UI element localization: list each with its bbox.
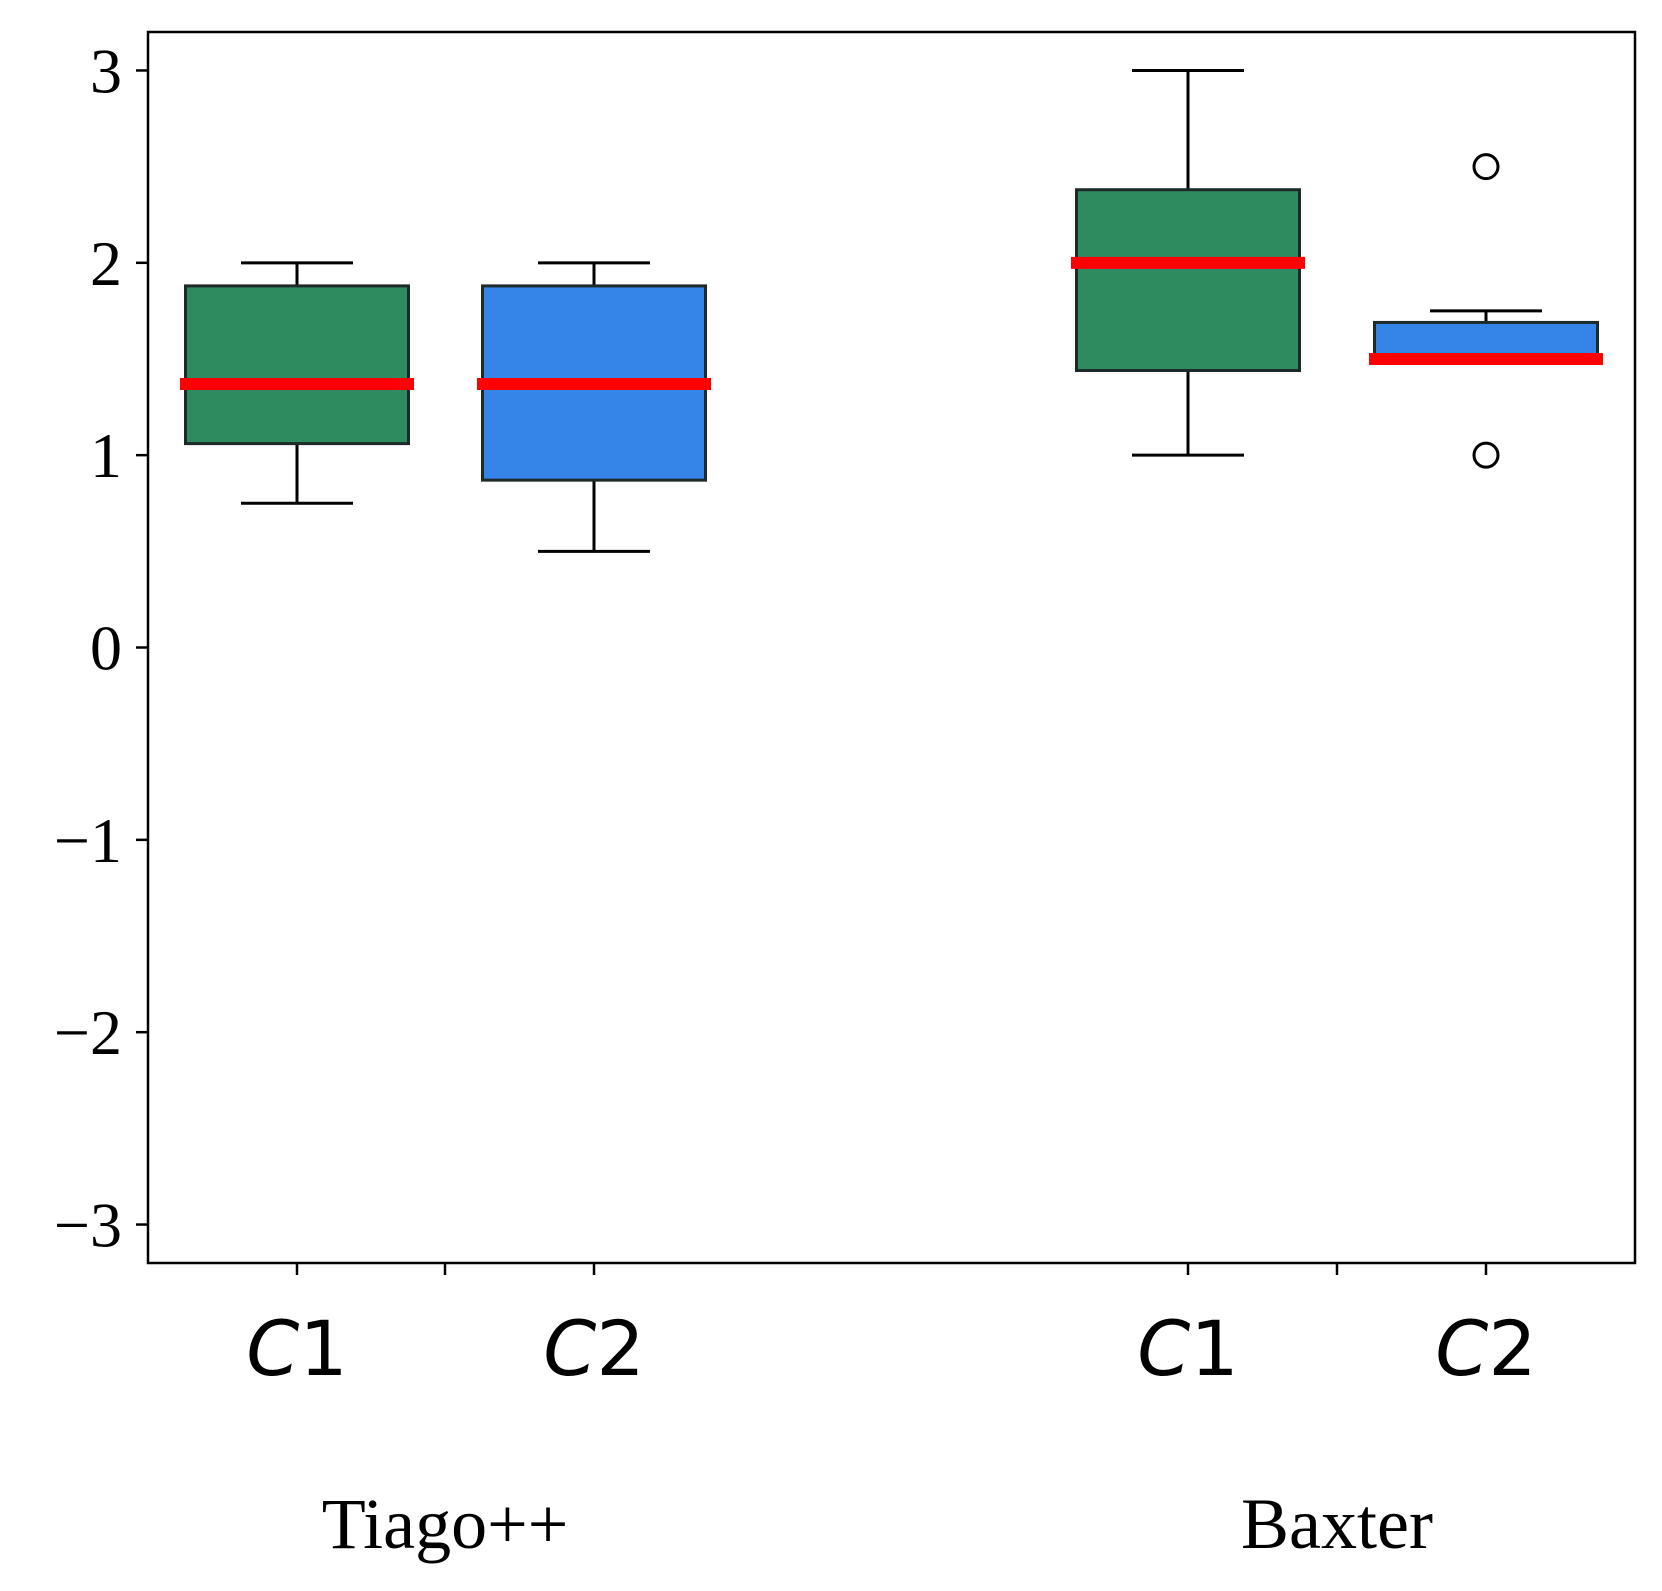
baxter-c1-box xyxy=(1075,188,1301,373)
y-tick-label-1: −2 xyxy=(54,997,122,1068)
baxter-c1-category-label: C1 xyxy=(1137,1304,1238,1393)
tiago-c1-box-group xyxy=(180,261,414,505)
y-tick-label-4: 1 xyxy=(90,420,122,491)
baxter-c2-box xyxy=(1373,320,1599,361)
baxter-c2-category-letter: C xyxy=(1435,1304,1488,1393)
tiago-c1-category-number: 1 xyxy=(299,1304,347,1393)
y-tick-label-5: 2 xyxy=(90,228,122,299)
baxter-c2-outlier-1 xyxy=(1472,153,1500,181)
tiago-c2-category-label: C2 xyxy=(543,1304,644,1393)
plot-area xyxy=(180,68,1603,553)
y-tick-label-6: 3 xyxy=(90,35,122,106)
tiago-c1-box xyxy=(184,284,410,446)
tiago-c2-category-number: 2 xyxy=(596,1304,644,1393)
baxter-c1-box-group xyxy=(1071,68,1305,457)
plot-frame xyxy=(146,30,1637,1265)
tiago-c1-category-letter: C xyxy=(246,1304,299,1393)
baxter-c1-category-letter: C xyxy=(1137,1304,1190,1393)
y-tick-label-3: 0 xyxy=(90,613,122,684)
baxter-c2-box-group xyxy=(1369,153,1603,469)
group-label-0: Tiago++ xyxy=(322,1484,569,1564)
group-label-1: Baxter xyxy=(1241,1484,1433,1564)
baxter-c1-category-number: 1 xyxy=(1190,1304,1238,1393)
tiago-c2-category-letter: C xyxy=(543,1304,596,1393)
y-tick-label-2: −1 xyxy=(54,805,122,876)
y-tick-label-0: −3 xyxy=(54,1190,122,1261)
tiago-c1-category-label: C1 xyxy=(246,1304,347,1393)
baxter-c2-category-number: 2 xyxy=(1488,1304,1536,1393)
baxter-c2-category-label: C2 xyxy=(1435,1304,1536,1393)
tiago-c2-box-group xyxy=(477,261,711,553)
baxter-c2-outlier-0 xyxy=(1472,441,1500,469)
